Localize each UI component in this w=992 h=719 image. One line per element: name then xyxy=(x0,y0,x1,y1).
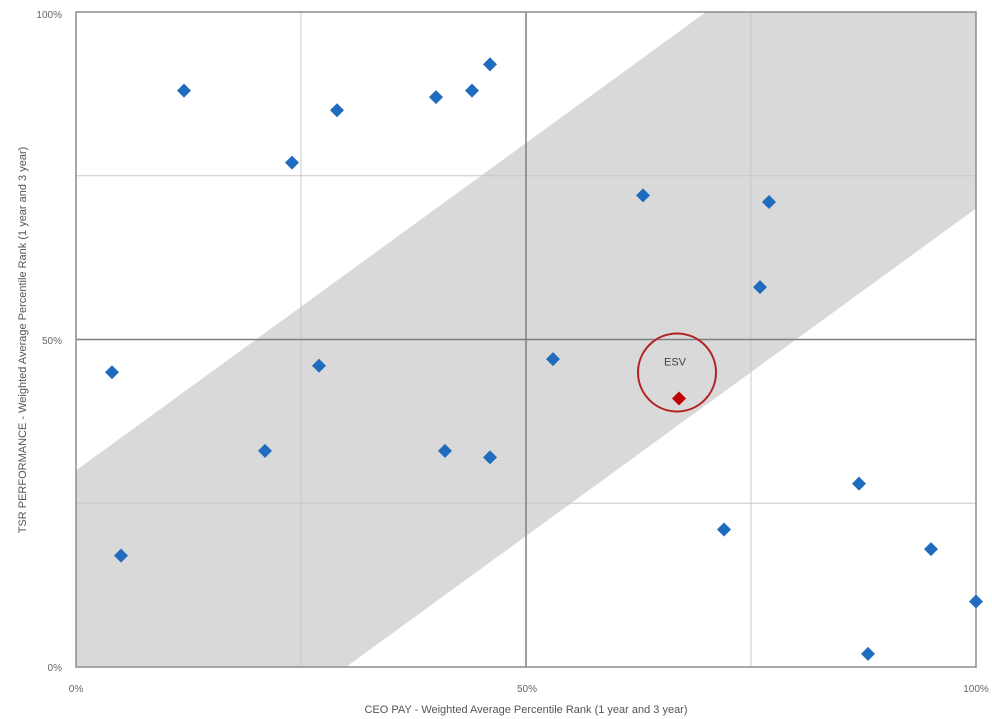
y-axis-title: TSR PERFORMANCE - Weighted Average Perce… xyxy=(17,147,29,534)
data-point xyxy=(969,594,983,609)
data-point xyxy=(312,358,326,373)
plot-border xyxy=(75,11,977,668)
annotation-label: ESV xyxy=(664,356,687,368)
data-point xyxy=(114,548,128,563)
data-point xyxy=(483,57,497,72)
data-point xyxy=(924,542,938,557)
data-point xyxy=(852,476,866,491)
data-point xyxy=(429,90,443,105)
data-point xyxy=(762,194,776,209)
annotation-circle xyxy=(637,332,717,413)
y-tick-label: 50% xyxy=(42,336,62,347)
data-point xyxy=(258,443,272,458)
data-point xyxy=(105,365,119,380)
y-tick-label: 0% xyxy=(48,663,63,674)
esv-point xyxy=(672,391,686,406)
x-tick-label: 50% xyxy=(517,684,537,695)
data-point xyxy=(438,443,452,458)
data-point xyxy=(861,646,875,661)
x-tick-label: 0% xyxy=(69,684,84,695)
data-point xyxy=(330,103,344,118)
data-point xyxy=(753,280,767,295)
data-point xyxy=(177,83,191,98)
data-point xyxy=(465,83,479,98)
data-point xyxy=(717,522,731,537)
data-point xyxy=(483,450,497,465)
data-point xyxy=(546,352,560,367)
data-point xyxy=(285,155,299,170)
data-point xyxy=(636,188,650,203)
y-tick-label: 100% xyxy=(36,10,62,21)
x-axis-title: CEO PAY - Weighted Average Percentile Ra… xyxy=(364,704,687,716)
x-tick-label: 100% xyxy=(963,684,989,695)
